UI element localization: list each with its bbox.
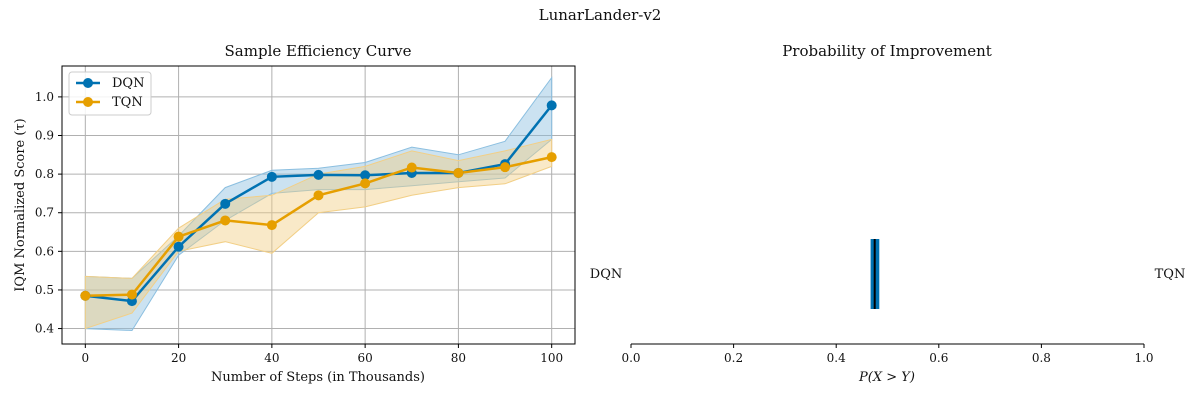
legend: DQN TQN <box>68 71 152 116</box>
algorithm-x-label: DQN <box>590 267 622 282</box>
right-x-axis-label: P(X > Y) <box>858 370 915 385</box>
right-x-tick-label: 0.6 <box>929 351 948 365</box>
tqn-data-point <box>266 220 277 231</box>
legend-tqn-marker <box>83 97 93 107</box>
dqn-data-point <box>220 198 231 209</box>
y-tick-label: 0.9 <box>35 129 54 143</box>
y-tick-label: 0.6 <box>35 244 54 258</box>
dqn-data-point <box>313 169 324 180</box>
right-x-tick-label: 0.0 <box>621 351 640 365</box>
y-tick-label: 0.7 <box>35 206 54 220</box>
tqn-data-point <box>126 289 137 300</box>
x-tick-label: 60 <box>357 351 372 365</box>
y-tick-label: 0.5 <box>35 283 54 297</box>
tqn-confidence-band <box>84 138 553 330</box>
legend-dqn-marker <box>83 78 93 88</box>
tqn-data-point <box>313 190 324 201</box>
confidence-bands <box>84 76 553 332</box>
left-chart-title: Sample Efficiency Curve <box>225 42 412 60</box>
dqn-data-point <box>360 170 371 181</box>
right-chart-title: Probability of Improvement <box>782 42 992 60</box>
legend-dqn-label: DQN <box>112 76 144 91</box>
figure-suptitle: LunarLander-v2 <box>539 6 662 24</box>
left-y-ticks: 0.4 0.5 0.6 0.7 0.8 0.9 1.0 <box>35 90 62 336</box>
y-tick-label: 0.8 <box>35 167 54 181</box>
right-x-tick-label: 0.8 <box>1032 351 1051 365</box>
tqn-data-point <box>220 215 231 226</box>
x-tick-label: 80 <box>451 351 466 365</box>
sample-efficiency-chart: Sample Efficiency Curve 0 20 40 60 80 100 0.4… <box>13 42 576 385</box>
x-tick-label: 20 <box>171 351 186 365</box>
y-tick-label: 0.4 <box>35 322 54 336</box>
tqn-data-point <box>80 290 91 301</box>
left-x-axis-label: Number of Steps (in Thousands) <box>211 370 425 385</box>
x-tick-label: 0 <box>81 351 89 365</box>
left-x-ticks: 0 20 40 60 80 100 <box>81 344 563 365</box>
right-x-tick-label: 0.4 <box>827 351 846 365</box>
right-x-ticks: 0.0 0.2 0.4 0.6 0.8 1.0 <box>621 344 1154 365</box>
legend-tqn-label: TQN <box>112 95 143 110</box>
x-tick-label: 100 <box>540 351 563 365</box>
left-y-axis-label: IQM Normalized Score (τ) <box>13 118 28 291</box>
dqn-data-point <box>173 241 184 252</box>
dqn-data-point <box>266 171 277 182</box>
y-tick-label: 1.0 <box>35 90 54 104</box>
right-x-tick-label: 1.0 <box>1134 351 1153 365</box>
left-plot-frame <box>61 65 576 345</box>
tqn-data-point <box>173 231 184 242</box>
x-tick-label: 40 <box>264 351 279 365</box>
tqn-data-point <box>500 162 511 173</box>
tqn-data-point <box>453 167 464 178</box>
tqn-data-point <box>406 162 417 173</box>
right-x-tick-label: 0.2 <box>724 351 743 365</box>
dqn-data-point <box>546 100 557 111</box>
tqn-data-point <box>546 152 557 163</box>
algorithm-y-label: TQN <box>1155 267 1186 282</box>
probability-of-improvement-chart: Probability of Improvement 0.0 0.2 0.4 0.6 0… <box>590 42 1186 385</box>
tqn-data-point <box>360 178 371 189</box>
series-points <box>80 100 557 307</box>
